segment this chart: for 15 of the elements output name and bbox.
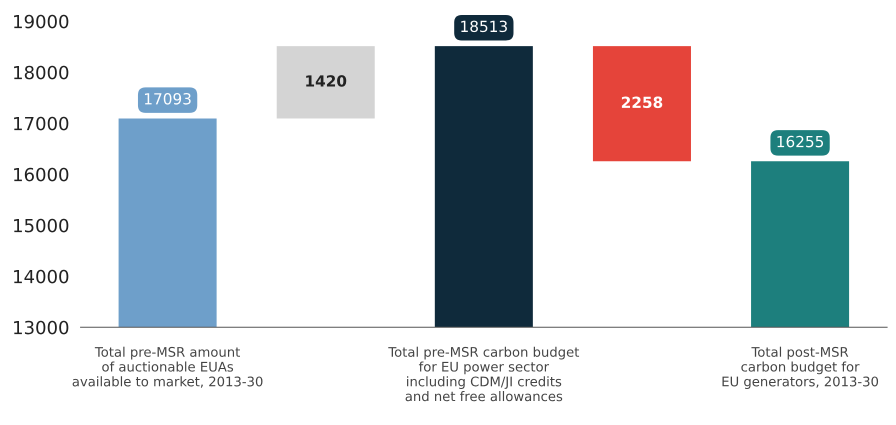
x-tick-label: Total post-MSR carbon budget for EU generators, 2013-30 bbox=[722, 346, 878, 390]
y-tick-label: 19000 bbox=[14, 14, 68, 28]
data-label: 17093 bbox=[144, 93, 191, 105]
x-tick-label: Total pre-MSR amount of auctionable EUAs available to market, 2013-30 bbox=[72, 346, 262, 388]
y-tick-label: 14000 bbox=[14, 270, 68, 284]
data-label: 2258 bbox=[622, 96, 662, 108]
y-tick-label: 17000 bbox=[14, 116, 68, 130]
y-tick-label: 16000 bbox=[14, 168, 68, 182]
data-label: 16255 bbox=[777, 136, 824, 148]
y-tick-label: 18000 bbox=[14, 66, 68, 80]
x-tick-label: Total pre-MSR carbon budget for EU power sector including CDM/JI credits and net free allowances bbox=[388, 346, 580, 402]
y-tick-label: 13000 bbox=[14, 320, 68, 334]
data-label: 1420 bbox=[306, 75, 346, 87]
y-tick-label: 15000 bbox=[14, 218, 68, 232]
data-label: 18513 bbox=[461, 20, 507, 32]
